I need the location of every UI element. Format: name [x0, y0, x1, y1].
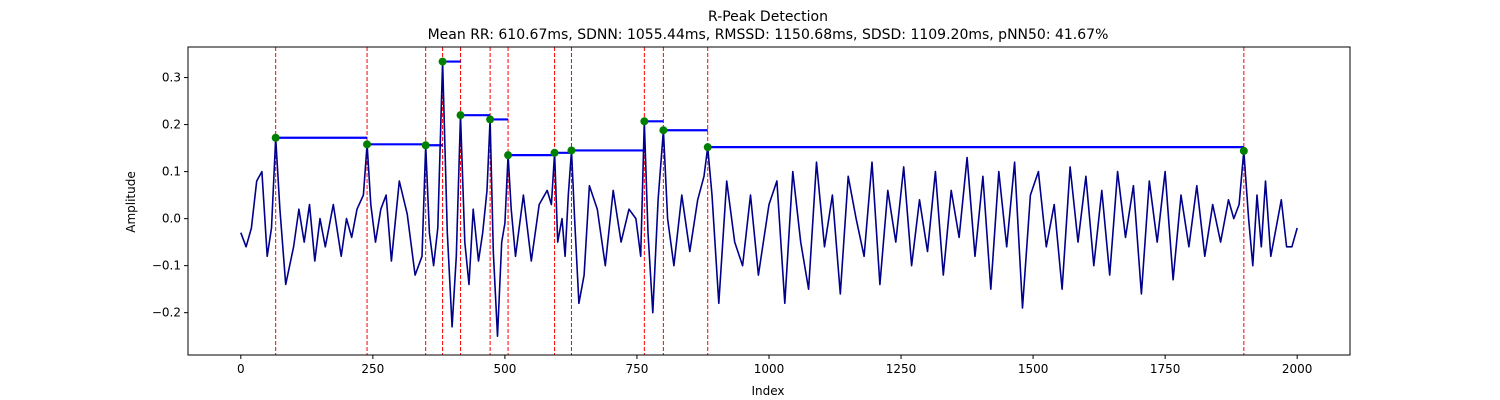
y-tick-label: 0.3 [162, 71, 181, 85]
peak-marker [504, 151, 513, 160]
signal-line [240, 60, 1298, 337]
peak-marker [271, 133, 280, 142]
peak-marker [1239, 146, 1248, 155]
x-axis-label: Index [751, 384, 784, 398]
x-tick-label: 0 [237, 362, 245, 376]
peak-marker [659, 126, 668, 135]
x-tick-label: 500 [493, 362, 516, 376]
x-axis: 0 250 500 750 1000 1250 1500 1750 2000 [237, 355, 1312, 376]
x-tick-label: 1750 [1150, 362, 1181, 376]
x-tick-label: 1500 [1018, 362, 1049, 376]
y-tick-label: 0.0 [162, 212, 181, 226]
y-axis: −0.2 −0.1 0.0 0.1 0.2 0.3 [152, 71, 188, 320]
y-tick-label: −0.2 [152, 306, 181, 320]
peak-lines [275, 47, 1245, 355]
peak-marker [567, 146, 576, 155]
peak-marker [703, 143, 712, 152]
peak-marker [421, 141, 430, 150]
x-tick-label: 750 [626, 362, 649, 376]
plot-area [240, 47, 1298, 355]
y-axis-label: Amplitude [124, 171, 138, 233]
rr-segments [275, 60, 1244, 157]
x-tick-label: 250 [361, 362, 384, 376]
axes-frame [187, 46, 1351, 356]
peak-marker [438, 57, 447, 66]
y-tick-label: −0.1 [152, 259, 181, 273]
peak-marker [486, 115, 495, 124]
chart-subtitle: Mean RR: 610.67ms, SDNN: 1055.44ms, RMSS… [428, 27, 1109, 43]
peak-marker [550, 148, 559, 157]
peak-marker [640, 117, 649, 126]
peak-markers [271, 57, 1248, 160]
x-tick-label: 1250 [886, 362, 917, 376]
peak-marker [363, 140, 372, 149]
y-tick-label: 0.1 [162, 165, 181, 179]
chart-title: R-Peak Detection [708, 9, 828, 25]
signal-layer [240, 60, 1298, 337]
x-tick-label: 1000 [754, 362, 785, 376]
peak-marker [456, 111, 465, 120]
x-tick-label: 2000 [1282, 362, 1313, 376]
y-tick-label: 0.2 [162, 118, 181, 132]
